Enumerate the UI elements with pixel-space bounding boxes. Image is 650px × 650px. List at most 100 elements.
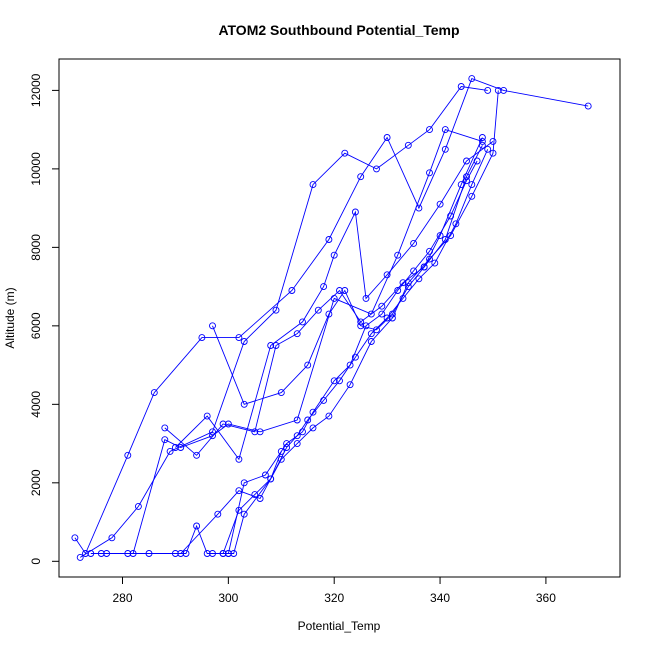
data-point [299,428,306,436]
series-line [74,78,589,555]
data-point [214,510,222,518]
data-point [261,471,269,479]
data-point [203,412,211,420]
data-point [325,412,333,420]
data-point [373,165,380,173]
data-point [304,361,312,369]
data-point [500,86,508,94]
data-point [87,550,95,557]
data-point [193,522,201,530]
series-10 [209,134,486,408]
data-point [272,306,280,314]
data-point [251,428,259,436]
data-point [478,141,486,149]
data-point [367,338,375,345]
data-point [267,475,275,483]
series-line [164,145,483,456]
y-tick-label: 0 [29,558,43,565]
data-point [267,342,275,349]
data-point [436,200,444,208]
data-point [404,141,412,149]
data-point [277,389,285,397]
data-point [272,342,280,349]
data-point [404,283,412,291]
data-point [293,440,301,448]
data-point [441,145,449,153]
data-point [484,145,492,153]
data-point [171,550,179,557]
data-point [224,550,232,557]
data-point [240,479,248,487]
data-point [108,534,116,542]
data-point [478,134,486,141]
data-point [431,259,439,267]
data-point [367,310,375,318]
data-point [293,432,301,440]
data-point [171,444,179,451]
data-point [71,534,79,542]
data-point [468,181,476,189]
x-tick-label: 360 [536,591,556,605]
data-point [330,251,338,259]
data-point [447,232,455,240]
x-tick-label: 300 [218,591,238,605]
data-point [489,149,497,157]
data-point [235,334,243,342]
data-point [309,408,317,416]
y-tick-label: 4000 [29,391,43,418]
data-point [441,126,449,134]
data-point [145,550,153,557]
data-point [124,550,132,557]
y-axis-label: Altitude (m) [3,287,17,348]
data-point [320,283,328,291]
series-1 [71,75,592,557]
data-point [388,310,396,318]
data-point [362,294,370,302]
data-point [150,389,158,397]
data-point [378,302,386,310]
data-point [224,420,232,428]
data-point [362,322,370,330]
data-point [314,306,322,314]
y-tick-label: 8000 [29,234,43,261]
plot-frame [58,58,621,578]
data-point [283,440,291,448]
series-4 [97,447,285,557]
data-point [420,263,428,271]
data-point [293,330,301,338]
data-point [235,455,243,463]
data-point [203,550,211,557]
data-point [177,444,185,451]
data-point [336,377,343,385]
series-line [79,86,488,558]
data-point [219,550,227,557]
data-point [134,502,142,510]
data-point [198,334,206,342]
y-tick-label: 2000 [29,469,43,496]
data-point [341,149,349,157]
data-point [484,86,492,94]
data-point [373,326,380,334]
data-point [351,208,359,216]
data-point [166,447,174,455]
data-point [299,318,306,326]
series-9 [171,137,497,463]
data-point [309,181,317,189]
series-5 [177,86,502,557]
data-point [277,455,285,463]
data-point [256,495,264,502]
data-point [394,287,402,294]
series-3 [87,126,486,557]
data-point [209,550,216,557]
data-point [415,275,423,283]
data-point [383,271,391,279]
data-point [426,126,433,134]
data-point [346,361,354,369]
data-point [209,322,216,330]
data-point [584,102,592,110]
series-line [175,141,494,461]
series-6 [219,145,492,557]
data-point [410,239,418,247]
series-line [90,129,483,554]
series-line [212,137,483,405]
